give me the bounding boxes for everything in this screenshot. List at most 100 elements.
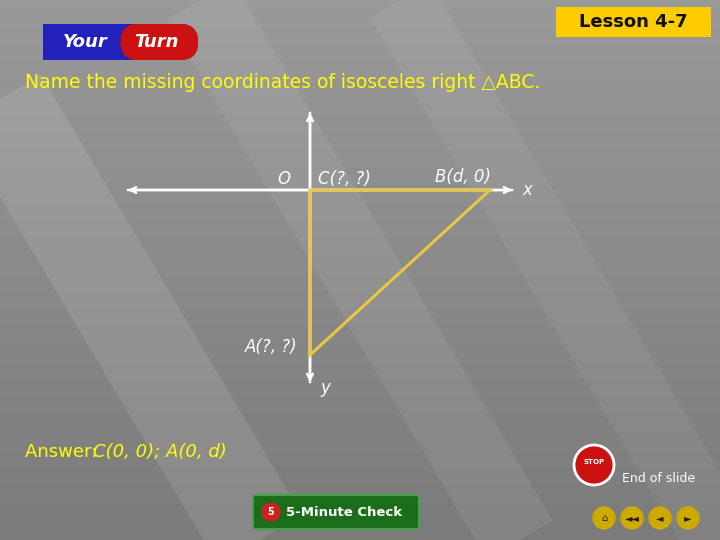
Bar	[0, 309, 720, 310]
Text: End of slide: End of slide	[622, 471, 695, 484]
Bar	[0, 197, 720, 198]
Bar	[0, 369, 720, 370]
Bar	[0, 268, 720, 269]
Bar	[0, 371, 720, 372]
Bar	[0, 505, 720, 506]
Bar	[0, 290, 720, 291]
Bar	[0, 144, 720, 145]
Bar	[0, 49, 720, 50]
Bar	[0, 413, 720, 414]
Bar	[0, 121, 720, 122]
Bar	[0, 295, 720, 296]
Bar	[0, 171, 720, 172]
Bar	[0, 17, 720, 18]
Bar	[0, 354, 720, 355]
Bar	[0, 4, 720, 5]
Bar	[0, 267, 720, 268]
Bar	[0, 338, 720, 339]
Text: Lesson 4-7: Lesson 4-7	[579, 13, 688, 31]
Bar	[0, 532, 720, 533]
Bar	[0, 177, 720, 178]
Bar	[0, 384, 720, 385]
Bar	[0, 42, 720, 43]
Bar	[0, 475, 720, 476]
Bar	[0, 260, 720, 261]
Bar	[0, 45, 720, 46]
Bar	[0, 68, 720, 69]
Bar	[0, 517, 720, 518]
Bar	[0, 379, 720, 380]
Circle shape	[677, 507, 699, 529]
Bar	[0, 87, 720, 88]
Bar	[0, 136, 720, 137]
Bar	[0, 184, 720, 185]
Bar	[0, 55, 720, 56]
Bar	[0, 286, 720, 287]
Bar	[0, 519, 720, 520]
Bar	[0, 454, 720, 455]
Text: 5: 5	[268, 507, 274, 517]
Bar	[0, 26, 720, 27]
Bar	[0, 484, 720, 485]
Bar	[0, 1, 720, 2]
Bar	[0, 263, 720, 264]
Bar	[0, 500, 720, 501]
Bar	[0, 437, 720, 438]
Bar	[0, 93, 720, 94]
Bar	[0, 318, 720, 319]
Bar	[0, 84, 720, 85]
Bar	[0, 283, 720, 284]
Bar	[0, 490, 720, 491]
Bar	[0, 2, 720, 3]
Bar	[0, 459, 720, 460]
Bar	[0, 306, 720, 307]
Text: Your: Your	[63, 33, 107, 51]
Bar	[0, 412, 720, 413]
Bar	[0, 90, 720, 91]
Bar	[0, 266, 720, 267]
Bar	[0, 449, 720, 450]
Bar	[0, 72, 720, 73]
Bar	[0, 450, 720, 451]
Bar	[0, 159, 720, 160]
Text: ◄◄: ◄◄	[624, 513, 639, 523]
Bar	[0, 65, 720, 66]
Bar	[0, 393, 720, 394]
Bar	[0, 24, 720, 25]
Bar	[0, 462, 720, 463]
Bar	[0, 445, 720, 446]
Bar	[0, 452, 720, 453]
Bar	[0, 139, 720, 140]
Bar	[0, 324, 720, 325]
Bar	[0, 498, 720, 499]
Bar	[0, 342, 720, 343]
Bar	[0, 502, 720, 503]
Bar	[0, 538, 720, 539]
Bar	[0, 443, 720, 444]
Bar	[0, 233, 720, 234]
Bar	[0, 97, 720, 98]
Bar	[0, 251, 720, 252]
Bar	[0, 200, 720, 201]
Bar	[0, 227, 720, 228]
Bar	[0, 387, 720, 388]
Bar	[0, 510, 720, 511]
Bar	[0, 440, 720, 441]
FancyBboxPatch shape	[43, 24, 125, 60]
Bar	[0, 187, 720, 188]
Bar	[0, 243, 720, 244]
Bar	[0, 356, 720, 357]
Bar	[0, 242, 720, 243]
Bar	[0, 204, 720, 205]
Bar	[0, 527, 720, 528]
Text: Name the missing coordinates of isosceles right △ABC.: Name the missing coordinates of isoscele…	[25, 72, 540, 91]
Bar	[0, 280, 720, 281]
Bar	[0, 285, 720, 286]
Bar	[0, 389, 720, 390]
Bar	[0, 514, 720, 515]
Bar	[0, 401, 720, 402]
Bar	[0, 512, 720, 513]
Bar	[0, 451, 720, 452]
Bar	[0, 119, 720, 120]
Bar	[0, 534, 720, 535]
